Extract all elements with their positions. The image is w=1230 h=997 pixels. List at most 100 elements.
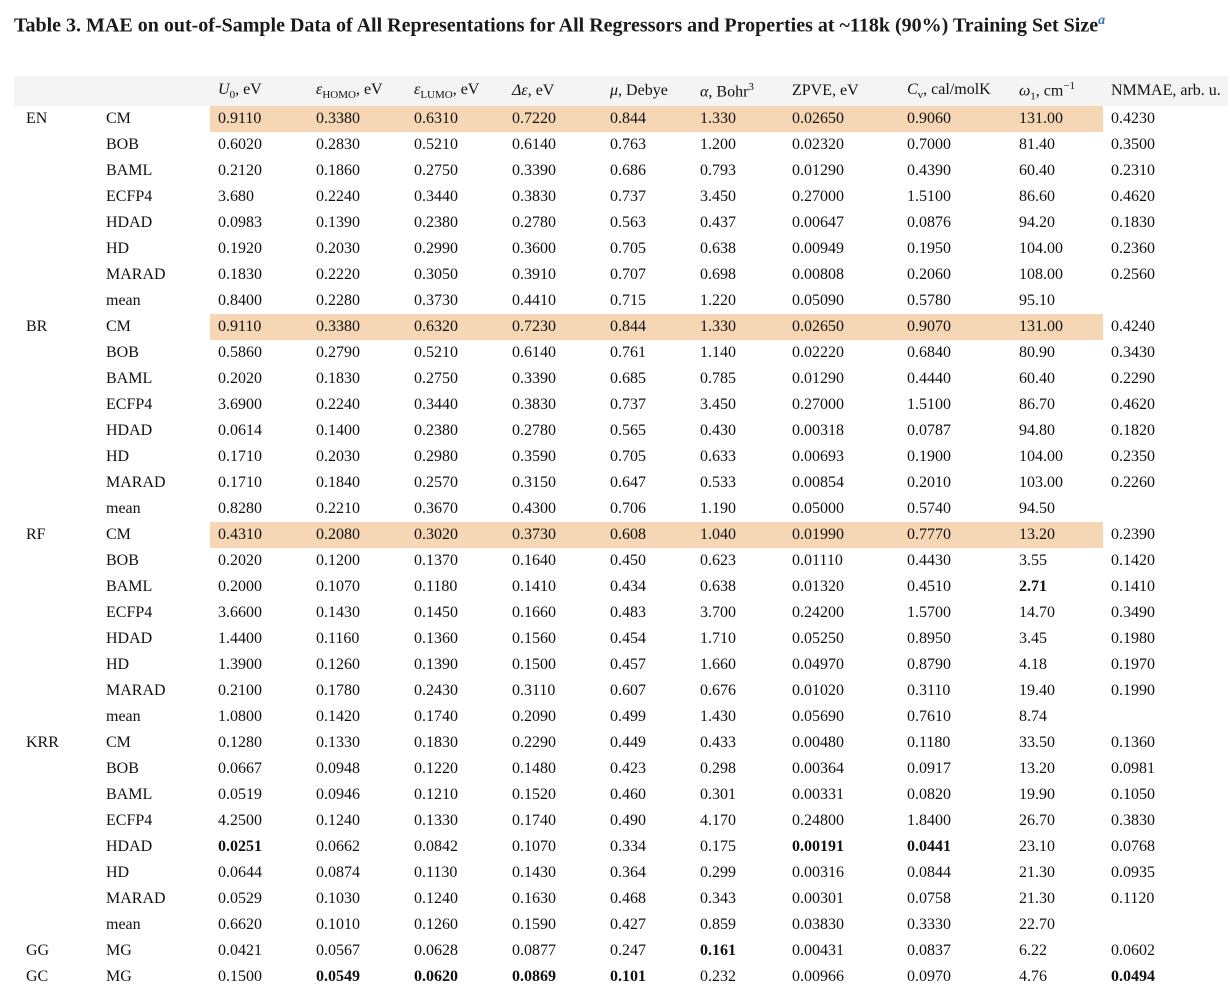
value-cell: 0.3500 xyxy=(1111,136,1155,153)
value-cell: 0.1220 xyxy=(414,760,458,777)
representation-cell: BOB xyxy=(106,552,139,569)
regressor-cell xyxy=(14,392,98,418)
value-cell: 0.4240 xyxy=(1111,318,1155,335)
value-cell: 0.2240 xyxy=(316,188,360,205)
value-cell: 0.1740 xyxy=(414,708,458,725)
value-cell: 0.05690 xyxy=(792,708,844,725)
table-row: MARAD 0.1830 0.2220 0.3050 0.3910 0.707 0.698 0… xyxy=(14,262,1228,288)
value-cell: 0.0602 xyxy=(1111,942,1155,959)
value-cell: 0.01020 xyxy=(792,682,844,699)
value-cell: 1.5100 xyxy=(907,188,951,205)
value-cell: 0.0917 xyxy=(907,760,951,777)
column-unit: ZPVE, eV xyxy=(792,82,859,99)
value-cell: 0.686 xyxy=(610,162,646,179)
table-row: HDAD 0.0983 0.1390 0.2380 0.2780 0.563 0.437 0.… xyxy=(14,210,1228,236)
value-cell: 0.7230 xyxy=(504,314,602,340)
value-cell xyxy=(1103,496,1228,522)
value-cell: 0.1330 xyxy=(316,734,360,751)
value-cell: 0.02650 xyxy=(784,314,899,340)
value-cell xyxy=(1103,704,1228,730)
column-subscript: 1 xyxy=(1030,90,1036,103)
value-cell: 104.00 xyxy=(1019,448,1063,465)
value-cell: 0.5860 xyxy=(218,344,262,361)
representation-cell: ECFP4 xyxy=(106,812,153,829)
value-cell: 0.1900 xyxy=(907,448,951,465)
representation-cell: HD xyxy=(106,448,130,465)
value-cell: 0.0758 xyxy=(907,890,951,907)
value-cell: 1.5100 xyxy=(907,396,951,413)
value-cell: 0.01290 xyxy=(792,370,844,387)
value-cell: 0.3830 xyxy=(512,396,556,413)
table-row: BAML 0.2020 0.1830 0.2750 0.3390 0.685 0.785 0.… xyxy=(14,366,1228,392)
column-unit: , eV xyxy=(527,82,555,99)
representation-cell: MARAD xyxy=(106,890,166,907)
regressor-cell xyxy=(14,886,98,912)
column-header: ZPVE, eV xyxy=(784,76,899,106)
value-cell: 0.00693 xyxy=(792,448,844,465)
value-cell: 0.6020 xyxy=(218,136,262,153)
value-cell: 0.299 xyxy=(700,864,736,881)
table-row: mean 1.0800 0.1420 0.1740 0.2090 0.499 1.430 0.… xyxy=(14,704,1228,730)
value-cell: 0.608 xyxy=(602,522,692,548)
column-unit: , eV xyxy=(452,80,480,98)
column-unit: , Debye xyxy=(618,82,668,99)
regressor-cell xyxy=(14,626,98,652)
value-cell: 0.0820 xyxy=(907,786,951,803)
representation-cell: CM xyxy=(106,110,131,127)
value-cell: 13.20 xyxy=(1019,760,1055,777)
representation-cell: mean xyxy=(106,916,141,933)
value-cell: 0.0787 xyxy=(907,422,951,439)
value-cell: 0.454 xyxy=(610,630,646,647)
representation-cell: HD xyxy=(106,864,130,881)
table-row: BAML 0.2000 0.1070 0.1180 0.1410 0.434 0.638 0.… xyxy=(14,574,1228,600)
value-cell: 0.1280 xyxy=(218,734,262,751)
value-cell: 0.1920 xyxy=(218,240,262,257)
value-cell: 0.499 xyxy=(610,708,646,725)
value-cell: 0.8790 xyxy=(907,656,951,673)
value-cell: 1.3900 xyxy=(218,656,262,673)
value-cell: 0.2990 xyxy=(414,240,458,257)
regressor-cell xyxy=(14,418,98,444)
representation-cell: HDAD xyxy=(106,422,153,439)
value-cell: 0.7610 xyxy=(907,708,951,725)
value-cell: 0.3390 xyxy=(512,162,556,179)
value-cell: 0.3390 xyxy=(512,370,556,387)
value-cell: 3.450 xyxy=(700,188,736,205)
value-cell: 21.30 xyxy=(1019,890,1055,907)
column-header: μ, Debye xyxy=(602,76,692,106)
column-symbol: Δε xyxy=(512,82,528,99)
value-cell: 0.737 xyxy=(610,396,646,413)
value-cell: 0.1430 xyxy=(316,604,360,621)
value-cell: 0.1010 xyxy=(316,916,360,933)
value-cell: 0.7220 xyxy=(504,106,602,132)
representation-cell: MG xyxy=(106,942,132,959)
representation-cell: HDAD xyxy=(106,630,153,647)
value-cell: 0.2350 xyxy=(1111,448,1155,465)
regressor-cell: EN xyxy=(26,110,48,127)
value-cell: 0.9110 xyxy=(210,314,308,340)
value-cell: 0.27000 xyxy=(792,396,844,413)
value-cell: 0.6310 xyxy=(406,106,504,132)
value-cell: 0.4230 xyxy=(1111,110,1155,127)
value-cell: 23.10 xyxy=(1019,838,1055,855)
regressor-cell xyxy=(14,262,98,288)
value-cell: 1.0800 xyxy=(218,708,262,725)
value-cell: 0.00854 xyxy=(792,474,844,491)
value-cell: 0.0948 xyxy=(316,760,360,777)
value-cell: 0.1070 xyxy=(316,578,360,595)
value-cell: 0.1520 xyxy=(512,786,556,803)
mae-table: U0, eV εHOMO, eV εLUMO, eV Δε, eV μ, Debye α,… xyxy=(14,76,1228,990)
value-cell: 0.2560 xyxy=(1111,266,1155,283)
representation-cell: mean xyxy=(106,500,141,517)
value-cell: 0.1360 xyxy=(414,630,458,647)
representation-cell: ECFP4 xyxy=(106,396,153,413)
value-cell: 0.00316 xyxy=(792,864,844,881)
value-cell: 0.1420 xyxy=(1111,552,1155,569)
value-cell: 1.430 xyxy=(700,708,736,725)
value-cell: 0.05000 xyxy=(792,500,844,517)
value-cell: 86.70 xyxy=(1019,396,1055,413)
representation-cell: CM xyxy=(106,526,131,543)
value-cell: 0.4410 xyxy=(512,292,556,309)
value-cell: 0.6620 xyxy=(218,916,262,933)
value-cell: 0.00318 xyxy=(792,422,844,439)
